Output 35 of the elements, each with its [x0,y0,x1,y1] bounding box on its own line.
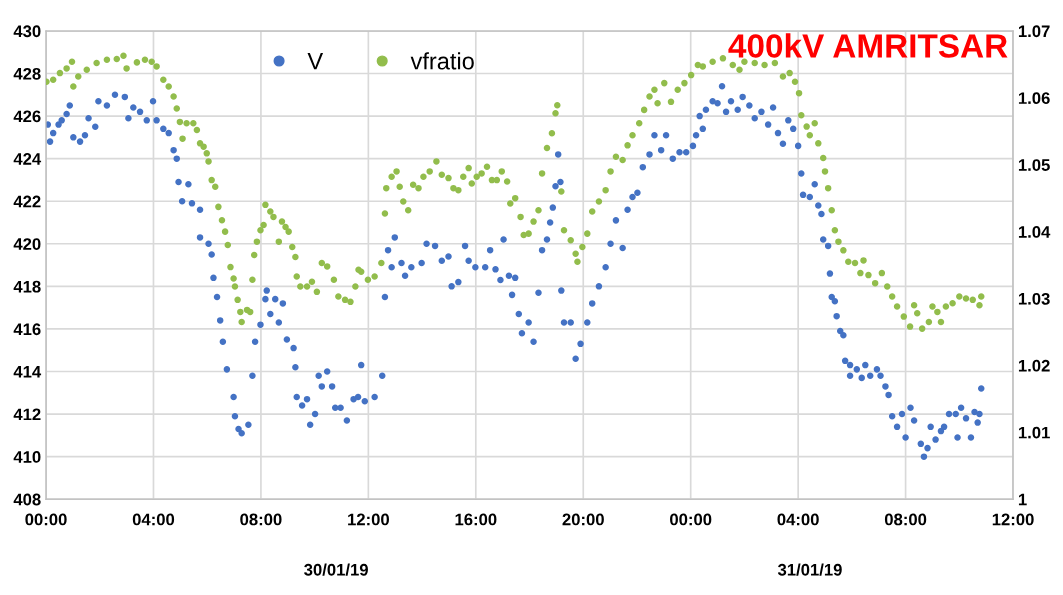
y2-tick-label: 1.04 [1018,226,1051,238]
y-tick-label: 420 [13,238,41,250]
x-tick-label: 12:00 [348,513,389,526]
y2-tick-label: 1.06 [1018,92,1050,105]
y2-tick-label: 1.01 [1018,426,1050,439]
x-tick-label: 20:00 [562,513,604,526]
legend-label: V [307,53,324,70]
text: 30/01/19 [304,563,368,576]
text: 31/01/19 [777,563,842,576]
x-tick-label: 08:00 [884,513,927,526]
y-tick-label: 414 [13,366,42,378]
y-tick-label: 422 [13,195,41,208]
x-tick-label: 04:00 [132,513,175,526]
y-tick-label: 428 [13,67,41,80]
y-tick-label: 426 [13,110,41,123]
y-tick-label: 410 [13,451,41,463]
y-tick-label: 416 [13,323,41,336]
x-tick-label: 00:00 [25,513,67,526]
y2-tick-label: 1.02 [1018,359,1050,372]
y2-tick-label: 1.05 [1018,159,1050,171]
legend-label: vfratio [410,52,474,70]
y-tick-label: 418 [13,280,41,293]
y-tick-label: 424 [13,153,42,165]
y2-tick-label: 1.03 [1018,292,1050,305]
y2-tick-label: 1 [1018,493,1027,506]
y2-tick-label: 1.07 [1018,25,1050,38]
y-tick-label: 408 [13,493,41,506]
y-tick-label: 412 [13,408,41,421]
x-tick-label: 00:00 [670,513,712,526]
chart-title: 400kV AMRITSAR [728,33,1008,58]
x-tick-label: 12:00 [992,513,1034,526]
y-tick-label: 430 [13,25,41,38]
x-tick-label: 16:00 [455,513,497,526]
x-tick-label: 08:00 [240,513,282,526]
x-tick-label: 04:00 [777,513,819,526]
